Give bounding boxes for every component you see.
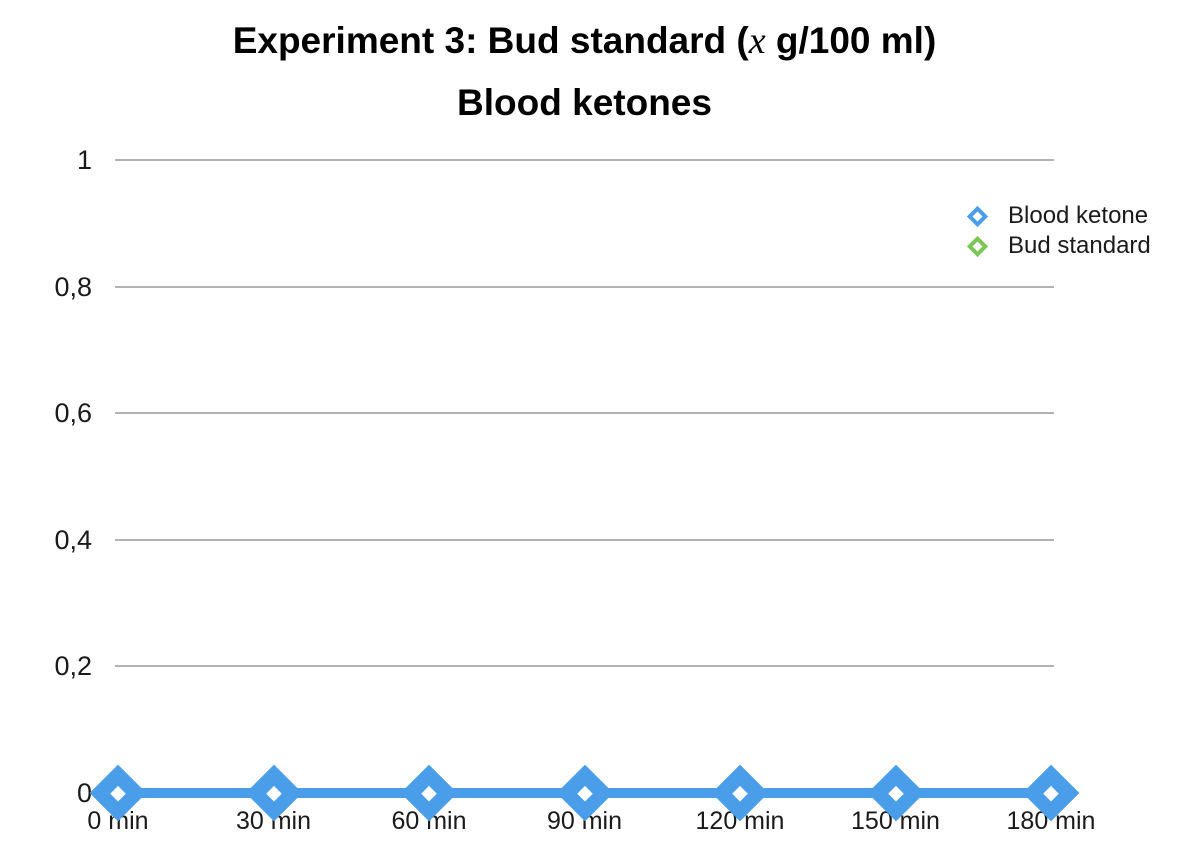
series-line-segment [429, 788, 585, 798]
gridline [115, 538, 1054, 541]
chart-subtitle: Blood ketones [457, 82, 712, 123]
series-line-segment [118, 788, 274, 798]
chart-title-prefix: Experiment 3: Bud standard ( [232, 20, 749, 61]
gridline [115, 159, 1054, 161]
gridline [115, 412, 1054, 415]
y-tick-label: 0,2 [54, 651, 92, 682]
open-diamond-icon [966, 235, 988, 257]
legend: Blood ketone Bud standard [966, 201, 1151, 261]
y-tick-label: 0 [76, 778, 92, 808]
series-line-segment [895, 788, 1051, 798]
chart-title-suffix: g/100 ml) [765, 20, 937, 61]
y-tick-label: 0,6 [54, 398, 92, 429]
chart-title: Experiment 3: Bud standard (x g/100 ml) [0, 18, 1169, 64]
series-line-segment [584, 788, 740, 798]
y-tick-label: 1 [76, 145, 92, 175]
gridline [115, 665, 1054, 668]
series-line-segment [273, 788, 429, 798]
open-diamond-icon [966, 205, 988, 227]
series-line-segment [740, 788, 896, 798]
gridline [115, 285, 1054, 288]
legend-item-blood-ketone: Blood ketone [966, 201, 1151, 231]
legend-item-bud-standard: Bud standard [966, 231, 1151, 261]
y-tick-label: 0,8 [54, 271, 92, 302]
chart-title-variable: x [748, 20, 766, 62]
legend-label: Blood ketone [1008, 202, 1149, 229]
y-tick-label: 0,4 [54, 524, 92, 555]
legend-label: Bud standard [1008, 232, 1151, 259]
